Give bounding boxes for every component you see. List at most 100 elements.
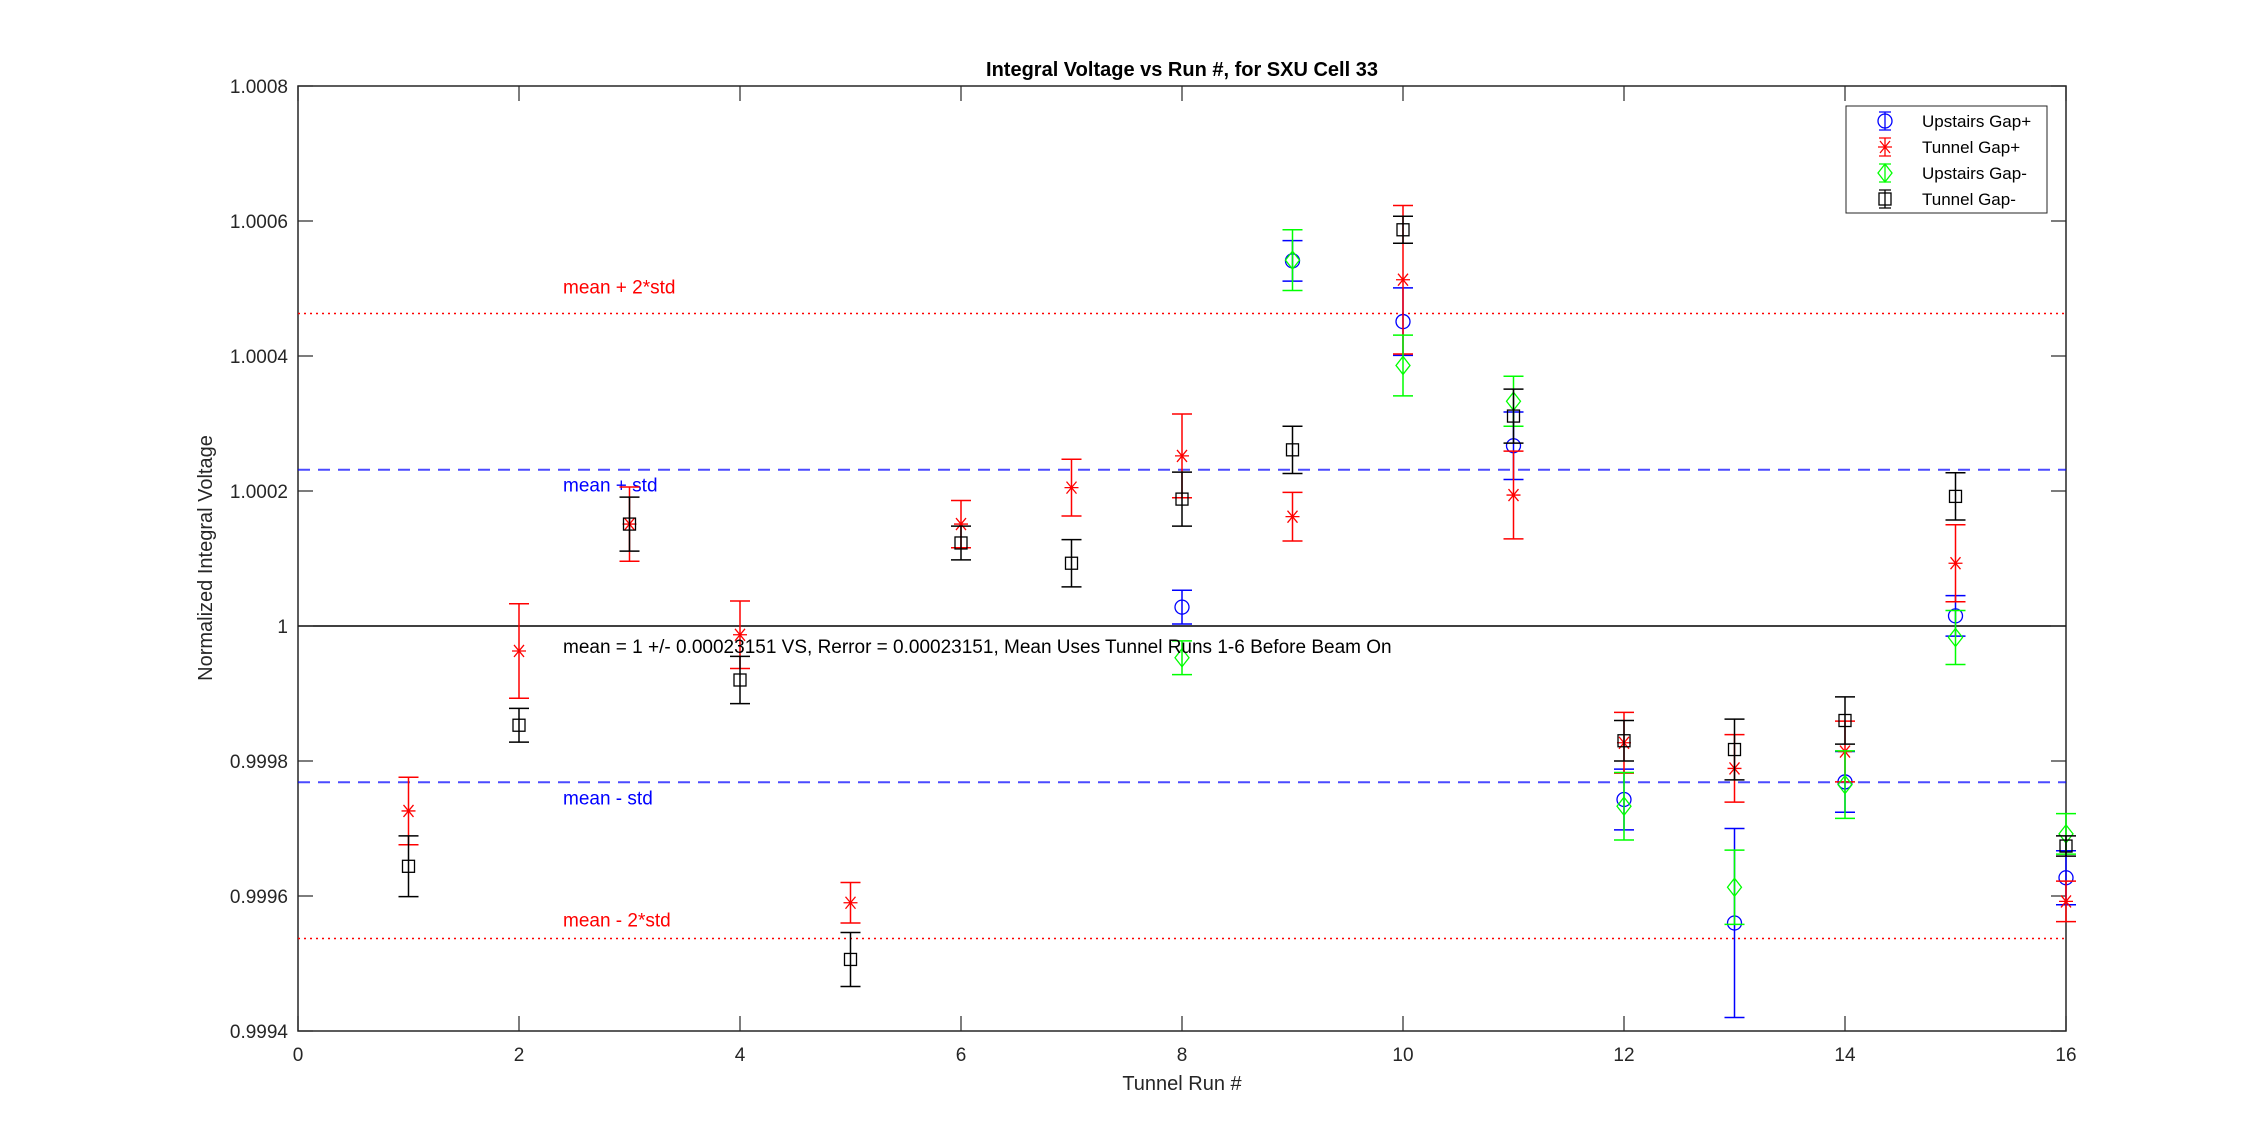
error-bar	[1282, 425, 1303, 475]
x-tick-label: 2	[514, 1045, 525, 1066]
data-point	[1285, 510, 1300, 524]
data-point	[1284, 250, 1301, 271]
y-tick-label: 0.9998	[230, 752, 288, 773]
data-marks	[398, 204, 2076, 1019]
data-point	[1285, 443, 1300, 457]
x-axis-label: Tunnel Run #	[1122, 1073, 1242, 1095]
x-tick-label: 8	[1177, 1045, 1188, 1066]
error-bar	[1061, 538, 1082, 588]
x-tick-label: 16	[2055, 1045, 2076, 1066]
error-bar	[1945, 472, 1966, 521]
legend-label: Upstairs Gap-	[1922, 164, 2027, 183]
data-point	[1617, 734, 1631, 748]
data-point	[1837, 774, 1853, 795]
error-bar	[840, 931, 861, 988]
data-point	[2059, 839, 2073, 853]
data-point	[1616, 796, 1632, 817]
error-bar	[951, 525, 971, 561]
data-point	[843, 896, 858, 910]
axis-ticks: 0 2 4 6 8 10 12 14 16 0.9994 0.9996 0.9998 1 1.0002 1.…	[230, 77, 2077, 1066]
y-tick-label: 1.0004	[230, 347, 289, 368]
error-bar	[509, 707, 529, 743]
error-bar	[1724, 849, 1745, 926]
data-point	[1948, 489, 1963, 504]
error-bar	[1945, 609, 1966, 666]
data-point	[1064, 481, 1079, 495]
y-tick-label: 1	[277, 617, 288, 638]
data-point	[401, 859, 416, 873]
legend-label: Tunnel Gap+	[1922, 138, 2020, 157]
y-tick-label: 1.0008	[230, 77, 288, 98]
reference-line-label: mean + std	[563, 476, 658, 497]
data-point	[954, 517, 968, 531]
error-bar	[1393, 334, 1413, 397]
data-point	[622, 517, 637, 531]
data-point	[2059, 894, 2073, 908]
legend-label: Tunnel Gap-	[1922, 190, 2016, 209]
error-bar	[1724, 718, 1745, 781]
error-bar	[1172, 589, 1192, 625]
data-point	[1506, 409, 1521, 423]
error-bar	[398, 835, 419, 898]
series-tunnel-gap-	[398, 204, 2076, 924]
error-bar	[619, 496, 640, 552]
data-point	[1064, 556, 1079, 570]
legend-marker-icon	[1878, 192, 1892, 206]
legend-marker-icon	[1877, 162, 1893, 184]
y-tick-label: 0.9994	[230, 1022, 289, 1043]
data-point	[1726, 877, 1743, 898]
x-tick-label: 10	[1392, 1045, 1413, 1066]
y-tick-label: 1.0006	[230, 212, 288, 233]
data-point	[843, 952, 858, 967]
error-bar	[1172, 640, 1192, 676]
data-point	[1506, 488, 1521, 502]
legend-error-icon	[1879, 111, 1891, 131]
axes-box	[297, 85, 2067, 1032]
data-point	[1838, 713, 1852, 728]
data-point	[1175, 449, 1189, 463]
data-point	[512, 644, 526, 658]
legend: Upstairs Gap+ Tunnel Gap+ Upstairs Gap- Tun…	[1845, 105, 2048, 214]
data-point	[1396, 223, 1410, 237]
legend-label: Upstairs Gap+	[1922, 112, 2031, 131]
error-bar	[1282, 229, 1303, 292]
y-axis-label: Normalized Integral Voltage	[195, 435, 217, 681]
data-point	[1175, 492, 1189, 506]
data-point	[1174, 599, 1190, 615]
error-bar	[730, 655, 750, 705]
data-point	[1727, 742, 1742, 757]
data-point	[733, 628, 747, 642]
data-point	[733, 673, 747, 687]
error-bar	[1503, 388, 1524, 444]
reference-line-label: mean + 2*std	[563, 277, 676, 298]
mean-annotation: mean = 1 +/- 0.00023151 VS, Rerror = 0.0…	[563, 637, 1392, 658]
error-bar	[1393, 215, 1413, 245]
x-tick-label: 0	[293, 1045, 304, 1066]
data-point	[1948, 556, 1963, 570]
series-tunnel-gap-	[398, 215, 2076, 988]
data-point	[401, 804, 416, 818]
error-bar	[1835, 750, 1855, 820]
error-bar	[1614, 771, 1634, 841]
error-bar	[1614, 719, 1634, 762]
legend-marker-icon	[1878, 140, 1892, 154]
error-bar	[1172, 471, 1192, 527]
x-tick-label: 4	[735, 1045, 746, 1066]
x-tick-label: 6	[956, 1045, 967, 1066]
data-point	[1396, 273, 1410, 287]
reference-line-label: mean - std	[563, 788, 653, 809]
chart-title: Integral Voltage vs Run #, for SXU Cell …	[986, 59, 1378, 81]
data-point	[512, 718, 526, 732]
data-point	[1395, 355, 1411, 376]
x-tick-label: 12	[1613, 1045, 1634, 1066]
data-point	[954, 536, 968, 550]
error-bar	[1835, 696, 1855, 745]
data-point	[1174, 647, 1190, 668]
y-tick-label: 1.0002	[230, 482, 288, 503]
x-tick-label: 14	[1834, 1045, 1856, 1066]
y-tick-label: 0.9996	[230, 887, 288, 908]
reference-line-label: mean - 2*std	[563, 911, 671, 932]
data-point	[1947, 627, 1964, 648]
legend-marker-icon	[1877, 113, 1893, 129]
